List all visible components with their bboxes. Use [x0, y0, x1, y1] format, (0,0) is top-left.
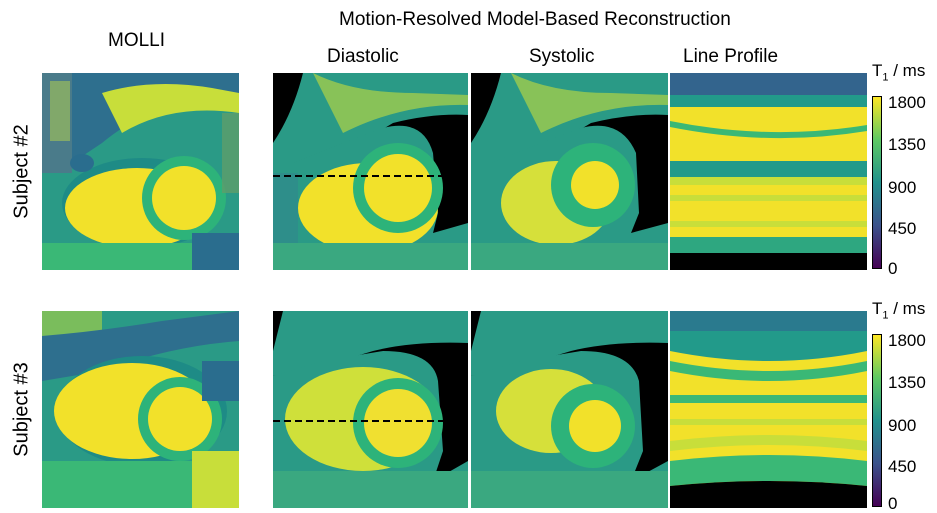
colorbar-tick-450-row-2: 450 [888, 457, 917, 476]
colorbar-tick-900-row-2: 900 [888, 416, 917, 435]
colorbar-title-row-1: T1 / ms [872, 61, 926, 84]
colorbar-tick-900: 900 [888, 178, 917, 197]
colorbar-tick-0-row-2: 0 [888, 494, 898, 513]
systolic-image-subject-3 [471, 311, 668, 508]
molli-image-subject-2 [42, 73, 239, 270]
systolic-image-subject-2 [471, 73, 668, 270]
colorbar-tick-450: 450 [888, 219, 917, 238]
diastolic-image-subject-3 [273, 311, 468, 508]
colorbar-tick-1350-row-2: 1350 [888, 373, 926, 392]
molli-image-subject-3 [42, 311, 239, 508]
column-header-systolic: Systolic [529, 46, 595, 67]
column-header-molli: MOLLI [108, 30, 166, 51]
line-profile-image-subject-3 [670, 311, 867, 508]
column-header-diastolic: Diastolic [327, 46, 399, 67]
colorbar-title-row-2: T1 / ms [872, 299, 926, 322]
column-header-line-profile: Line Profile [683, 46, 779, 67]
colorbar-tick-0: 0 [888, 259, 898, 278]
row-label-subject-2: Subject #2 [10, 124, 33, 219]
line-profile-image-subject-2 [670, 73, 867, 270]
colorbar-tick-1800-row-2: 1800 [888, 331, 926, 350]
line-profile-marker-subject-2 [273, 175, 468, 177]
diastolic-image-subject-2 [273, 73, 468, 270]
line-profile-marker-subject-3 [273, 420, 468, 422]
colorbar-row-2 [872, 334, 882, 507]
reconstruction-title: Motion-Resolved Model-Based Reconstructi… [339, 9, 731, 30]
colorbar-tick-1800: 1800 [888, 93, 926, 112]
row-label-subject-3: Subject #3 [10, 362, 33, 457]
colorbar-tick-1350: 1350 [888, 135, 926, 154]
colorbar-row-1 [872, 96, 882, 269]
